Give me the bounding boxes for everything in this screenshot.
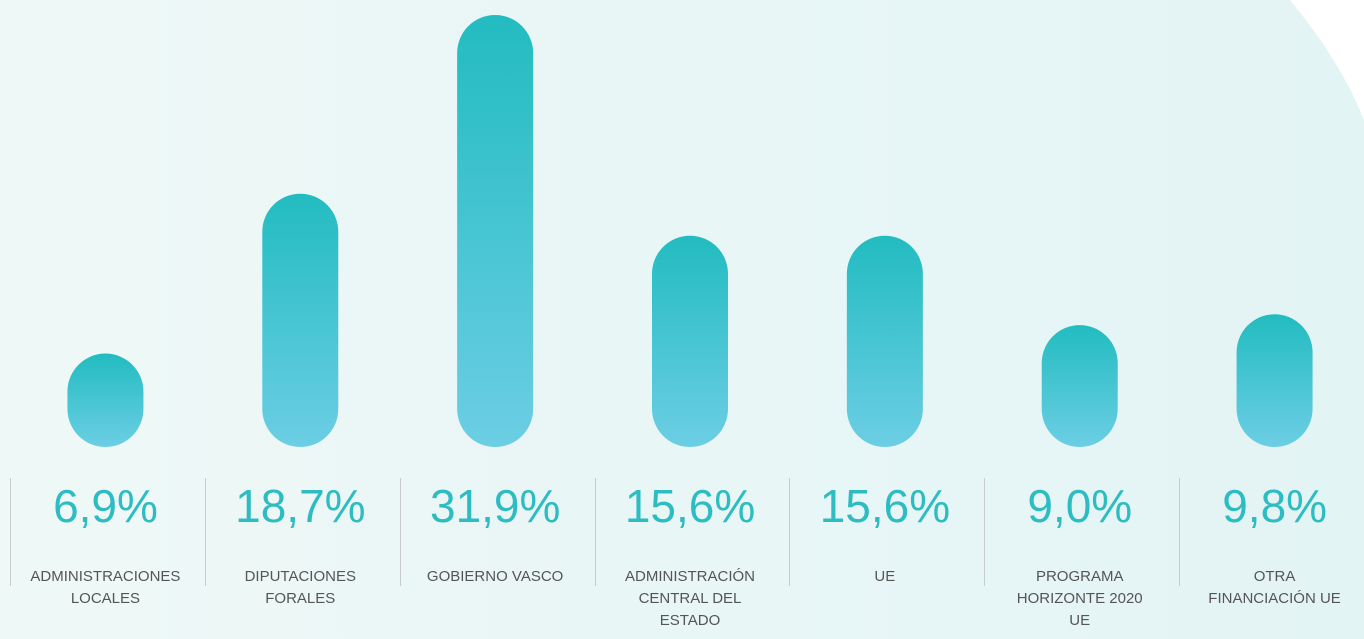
value-label: 9,0% <box>1027 480 1133 532</box>
bar <box>457 15 534 447</box>
separator <box>594 478 596 586</box>
category-label: ADMINISTRACIONES LOCALES <box>30 568 181 607</box>
category-label: UE <box>874 568 896 585</box>
value-label: 15,6% <box>819 480 951 532</box>
corner-shape <box>1290 0 1364 120</box>
value-label: 6,9% <box>53 480 158 532</box>
category-label: ADMINISTRACIÓN CENTRAL DEL ESTADO <box>624 568 755 629</box>
category-label: GOBIERNO VASCO <box>426 568 564 585</box>
bar <box>67 353 144 447</box>
category-label: DIPUTACIONES FORALES <box>244 568 356 607</box>
value-label: 9,8% <box>1222 480 1328 532</box>
value-label: 31,9% <box>429 480 561 532</box>
category-label: OTRA FINANCIACIÓN UE <box>1208 568 1341 607</box>
bar <box>1041 325 1118 447</box>
category-label: PROGRAMA HORIZONTE 2020 UE <box>1016 568 1143 629</box>
bar <box>652 235 728 447</box>
value-label: 18,7% <box>235 480 366 532</box>
bar <box>1236 314 1313 447</box>
separator <box>204 478 206 586</box>
bar <box>846 235 923 447</box>
separator <box>789 478 791 586</box>
value-label: 15,6% <box>624 480 756 532</box>
separator <box>399 478 401 586</box>
separator <box>1179 478 1181 586</box>
bar <box>262 193 339 447</box>
separator <box>10 478 11 586</box>
separator <box>984 478 986 586</box>
